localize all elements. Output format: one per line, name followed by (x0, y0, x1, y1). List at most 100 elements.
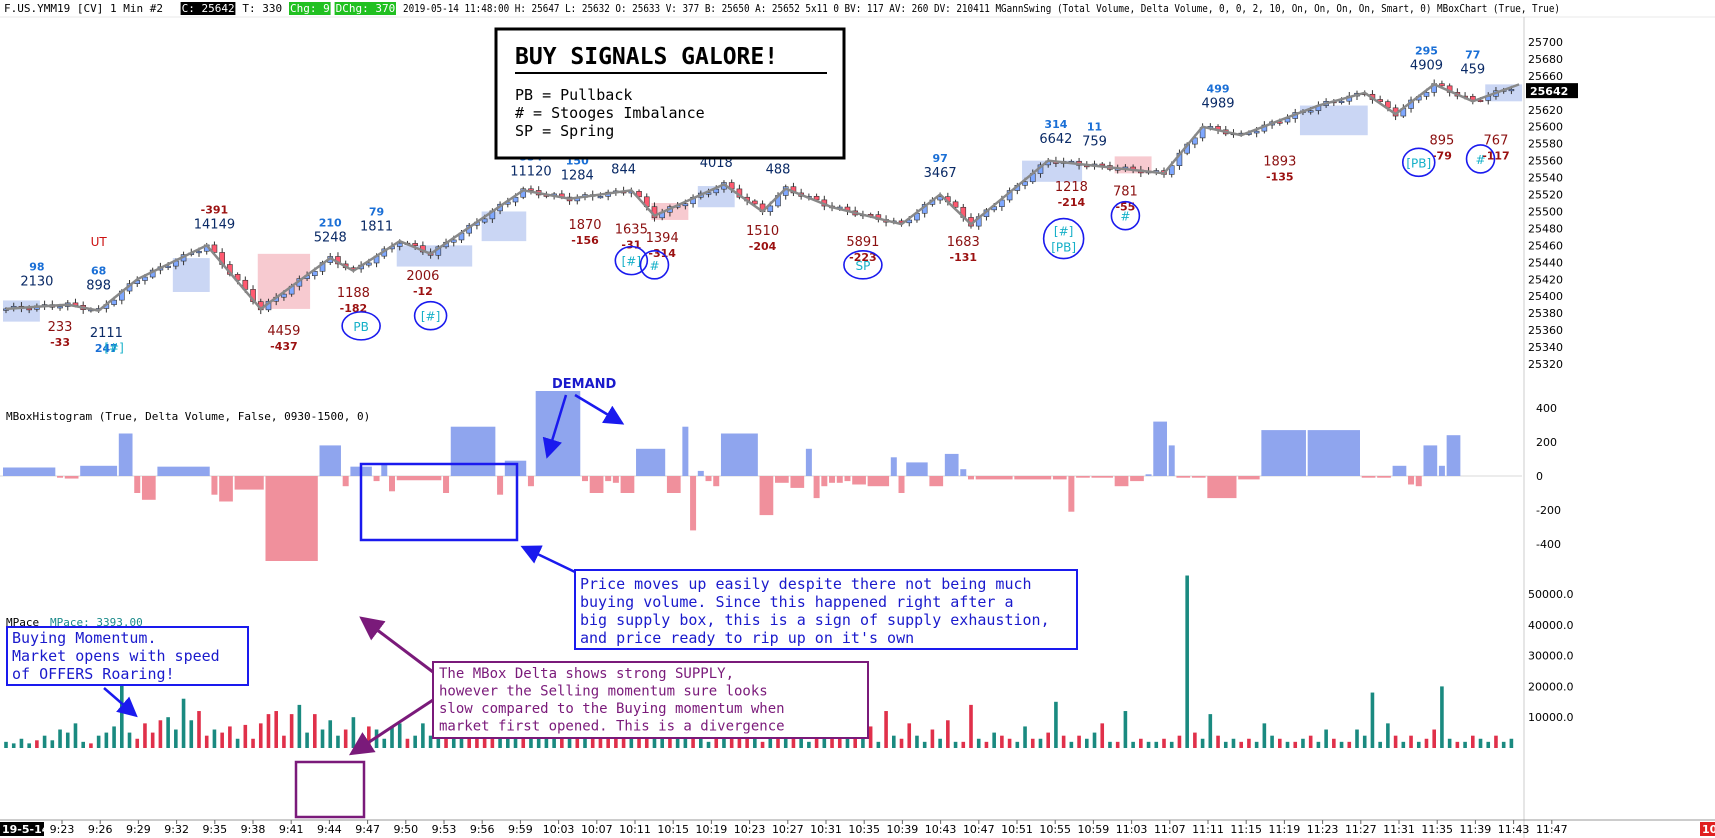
swing-delta: 247 (95, 342, 118, 355)
pace-bar (1223, 741, 1228, 748)
pace-bar (606, 738, 610, 748)
histogram-bar (852, 476, 866, 485)
histogram-bar (775, 476, 789, 483)
pace-bar (89, 743, 93, 748)
pace-bar (1185, 575, 1189, 748)
pace-bar (660, 732, 664, 748)
time-tick-label: 9:56 (470, 823, 495, 836)
swing-volume: 4018 (700, 156, 733, 171)
signal-label: # (1120, 210, 1130, 224)
pace-tick-label: 20000.0 (1528, 680, 1574, 693)
pace-bar (1316, 741, 1321, 748)
pace-bar (1216, 735, 1220, 748)
price-tick-label: 25680 (1528, 53, 1563, 66)
pace-bar (529, 735, 533, 748)
signal-circle (1465, 144, 1496, 174)
pace-label: MPace (6, 616, 39, 629)
pace-bar (976, 738, 981, 748)
time-tick-label: 10:15 (657, 823, 689, 836)
pace-bar (737, 738, 742, 748)
pace-bar (498, 732, 502, 748)
swing-volume: 1284 (561, 169, 594, 184)
swing-volume: 898 (86, 279, 111, 294)
mbox-box (172, 258, 210, 292)
histogram-bar (1446, 435, 1461, 476)
swing-volume: 1510 (746, 224, 779, 239)
swing-volume: 1635 (615, 222, 648, 237)
candle-body (396, 242, 403, 247)
histogram-bar (636, 448, 666, 476)
time-tick-label: 10:59 (1078, 823, 1110, 836)
histogram-bar (1014, 476, 1052, 480)
swing-delta: 210 (319, 216, 342, 229)
histogram-bar (527, 476, 534, 487)
time-tick-label: 9:23 (50, 823, 75, 836)
pace-bar (1409, 735, 1413, 748)
swing-volume: 5248 (314, 230, 347, 245)
swing-volume: 2006 (406, 269, 439, 284)
pace-bar (1092, 732, 1097, 748)
pace-bar (181, 698, 186, 748)
pace-tick-label: 10000.0 (1528, 711, 1574, 724)
price-tick-label: 25400 (1528, 290, 1563, 303)
swing-delta: -214 (1058, 196, 1086, 209)
histogram-bar (1145, 474, 1152, 476)
histogram-bar (381, 464, 388, 476)
pace-bar (1131, 741, 1135, 748)
header-close: C: 25642 (182, 2, 235, 15)
candle-body (1477, 99, 1484, 102)
histogram-bar (1438, 465, 1445, 476)
pace-bar (868, 726, 873, 748)
price-tick-label: 25360 (1528, 324, 1563, 337)
histogram-bar (836, 476, 843, 483)
signal-label: [#] (104, 341, 123, 355)
swing-delta: -12 (413, 285, 433, 298)
pace-bar (11, 743, 16, 748)
histogram-tick-label: -200 (1536, 504, 1561, 517)
pace-bar (1501, 741, 1506, 748)
pace-bar (629, 738, 634, 748)
pace-bar (282, 735, 286, 748)
pace-bar (1424, 738, 1429, 748)
time-tick-label: 9:32 (164, 823, 189, 836)
signal-circle (843, 250, 883, 280)
pace-bar (1332, 738, 1336, 748)
histogram-bar (219, 476, 233, 502)
histogram-bar (443, 476, 450, 493)
histogram-bar (605, 476, 612, 482)
pace-bar (382, 738, 387, 748)
pace-bar (791, 738, 796, 748)
histogram-bar (759, 476, 774, 516)
pace-bar (150, 732, 155, 748)
pace-bar (1370, 692, 1375, 748)
pace-bar (1494, 735, 1498, 748)
pace-bar (451, 732, 456, 748)
histogram-bar (898, 476, 905, 493)
time-tick-label: 11:31 (1383, 823, 1415, 836)
signal-circle (1042, 217, 1085, 260)
time-tick-label: 11:19 (1269, 823, 1301, 836)
histogram-bar (960, 469, 967, 476)
pace-bar (1123, 711, 1128, 748)
histogram-bar (975, 476, 1013, 480)
histogram-bar (373, 476, 380, 482)
histogram-bar (705, 476, 712, 482)
histogram-bar (968, 476, 974, 480)
pace-bar (1285, 741, 1290, 748)
pace-bar (1308, 735, 1313, 748)
candle (1431, 79, 1437, 97)
pace-bar (1270, 735, 1274, 748)
pace-bar (1401, 741, 1406, 748)
time-tick-label: 11:03 (1116, 823, 1148, 836)
price-tick-label: 25600 (1528, 121, 1563, 134)
histogram-bar (265, 476, 318, 561)
pace-bar (1100, 723, 1105, 748)
pace-bar (861, 738, 865, 748)
pace-bar (65, 732, 70, 748)
pace-bar (58, 729, 62, 748)
histogram-bar (582, 476, 588, 482)
signal-label: [#] (1054, 225, 1073, 239)
pace-bar (243, 724, 248, 748)
pace-bar (212, 729, 217, 748)
candle-body (1022, 181, 1028, 186)
